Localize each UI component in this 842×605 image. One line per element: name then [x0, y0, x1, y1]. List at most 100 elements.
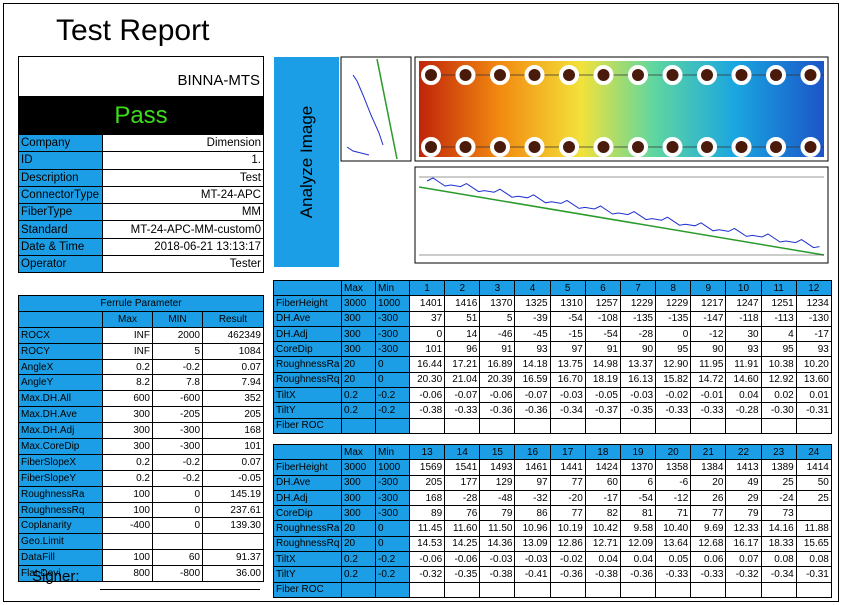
fiber-cell: 18.19	[584, 371, 621, 389]
fiber-param-name: DH.Adj	[273, 489, 342, 507]
ferrule-cell: 100	[102, 549, 153, 567]
fiber-row: DH.Adj 300 -300 168 -28 -48 -32 -20 -17 -54 -12 26 2…	[273, 489, 832, 507]
fiber-cell: 97	[549, 341, 586, 358]
fiber-hole	[593, 137, 614, 157]
fiber-header-row: Max Min 1 2 3 4 5 6 7 8 9 10 11 12	[273, 279, 832, 297]
fiber-param-name: RoughnessRa	[273, 356, 342, 373]
fiber-cell: 14.60	[725, 371, 762, 389]
fiber-cell: 90	[619, 341, 657, 358]
fiber-cell: 11.50	[479, 520, 516, 537]
fiber-cell: 60	[584, 474, 621, 491]
fiber-cell: -17	[795, 325, 832, 343]
ferrule-row: AngleY 8.2 7.8 7.94	[18, 374, 264, 392]
fiber-cell: 0	[375, 535, 410, 553]
info-row: ID 1.	[18, 151, 264, 170]
signer-label: Signer:	[32, 568, 80, 585]
info-label: Description	[18, 168, 103, 187]
fiber-cell: -0.33	[655, 566, 692, 583]
fiber-cell: -0.05	[584, 387, 621, 404]
fiber-cell: -54	[619, 489, 657, 507]
fiber-cell: 16.59	[514, 371, 551, 389]
fiber-cell: -0.01	[690, 387, 727, 404]
fiber-cell: -300	[375, 505, 410, 522]
fiber-cell: 16.44	[408, 356, 446, 373]
ferrule-row: DataFill 100 60 91.37	[18, 549, 264, 567]
fiber-row: FiberHeight 3000 1000 1569 1541 1493 1461 1441 1…	[273, 459, 832, 476]
fiber-cell: 0.04	[619, 551, 657, 568]
fiber-cell: 12.68	[690, 535, 727, 553]
fiber-row: DH.Ave 300 -300 205 177 129 97 77 60 6 -6 20 49 25 50	[273, 474, 832, 491]
fiber-cell: -12	[690, 325, 727, 343]
fiber-cell: 1413	[725, 459, 762, 476]
fiber-row: RoughnessRa 20 0 11.45 11.60 11.50 10.96 10.19 1…	[273, 520, 832, 537]
fiber-cell: 20	[341, 371, 376, 389]
fiber-header: 15	[479, 443, 516, 461]
fiber-cell: 13.37	[619, 356, 657, 373]
ferrule-parameter-table: Ferrule Parameter Max MIN Result ROCX INF 2000…	[18, 295, 264, 583]
ferrule-row: Max.CoreDip 300 -300 101	[18, 438, 264, 455]
fiber-cell: 91	[584, 341, 621, 358]
fiber-cell: -32	[514, 489, 551, 507]
ferrule-param-name: AngleX	[18, 358, 103, 376]
fiber-row: CoreDip 300 -300 101 96 91 93 97 91 90 95 90 93 95 93	[273, 341, 832, 358]
fiber-cell: 1310	[549, 295, 586, 312]
fiber-header: 16	[514, 443, 551, 461]
ferrule-param-name: ROCY	[18, 342, 103, 360]
fiber-header	[273, 443, 342, 461]
ferrule-row: Max.DH.Adj 300 -300 168	[18, 422, 264, 440]
fiber-cell: -0.38	[584, 566, 621, 583]
fiber-cell: -300	[375, 474, 410, 491]
fiber-cell: -0.36	[479, 402, 516, 419]
fiber-cell: 9.69	[690, 520, 727, 537]
fiber-cell: 1416	[444, 295, 481, 312]
fiber-cell: -0.35	[444, 566, 481, 583]
fiber-param-name: CoreDip	[273, 341, 342, 358]
ferrule-cell: 0.2	[102, 453, 153, 471]
info-row: Operator Tester	[18, 255, 264, 274]
fiber-cell: 300	[341, 489, 376, 507]
fiber-cell: -0.2	[375, 551, 410, 568]
ferrule-cell: 60	[152, 549, 203, 567]
fiber-row: DH.Adj 300 -300 0 14 -46 -45 -15 -54 -28 0 -12 30 4 -1…	[273, 325, 832, 343]
fiber-cell: 3000	[341, 459, 376, 476]
analyze-image-label: Analyze Image	[296, 105, 316, 219]
ferrule-cell: -800	[152, 565, 203, 583]
fiber-cell: -0.28	[725, 402, 762, 419]
fiber-cell: 0.08	[795, 551, 832, 568]
fiber-hole	[421, 65, 441, 85]
fiber-cell: -0.31	[795, 402, 832, 419]
fiber-cell: 13.60	[795, 371, 832, 389]
fiber-cell: 82	[584, 505, 621, 522]
fiber-cell: -0.33	[690, 566, 727, 583]
ferrule-param-name: Geo.Limit	[18, 533, 103, 551]
info-row: Company Dimension	[18, 133, 264, 153]
fiber-cell: 77	[549, 474, 586, 491]
fiber-cell	[760, 417, 797, 434]
fiber-cell: -0.37	[584, 402, 621, 419]
fiber-cell: 30	[725, 325, 762, 343]
fiber-cell: 21.04	[444, 371, 481, 389]
fiber-header: 13	[408, 443, 446, 461]
fiber-cell	[655, 417, 692, 434]
fiber-cell	[408, 417, 446, 434]
ferrule-header	[18, 310, 103, 328]
fiber-cell: -0.36	[514, 402, 551, 419]
fiber-cell: 97	[514, 474, 551, 491]
fiber-cell: 73	[760, 505, 797, 522]
fiber-header: 17	[549, 443, 586, 461]
fiber-cell: -12	[655, 489, 692, 507]
fiber-cell: 16.70	[549, 371, 586, 389]
ferrule-cell: 168	[202, 422, 264, 440]
fiber-cell: 20	[341, 520, 376, 537]
fiber-cell: 13.75	[549, 356, 586, 373]
fiber-cell: 0.08	[760, 551, 797, 568]
fiber-cell: -28	[444, 489, 481, 507]
fiber-cell: 0	[375, 371, 410, 389]
fiber-param-name: Fiber ROC	[273, 581, 342, 598]
fiber-cell: 14.72	[690, 371, 727, 389]
fiber-cell: -0.38	[479, 566, 516, 583]
fiber-cell	[408, 581, 446, 598]
device-name: BINNA-MTS	[18, 56, 264, 96]
fiber-param-name: FiberHeight	[273, 459, 342, 476]
fiber-cell: 0.02	[760, 387, 797, 404]
